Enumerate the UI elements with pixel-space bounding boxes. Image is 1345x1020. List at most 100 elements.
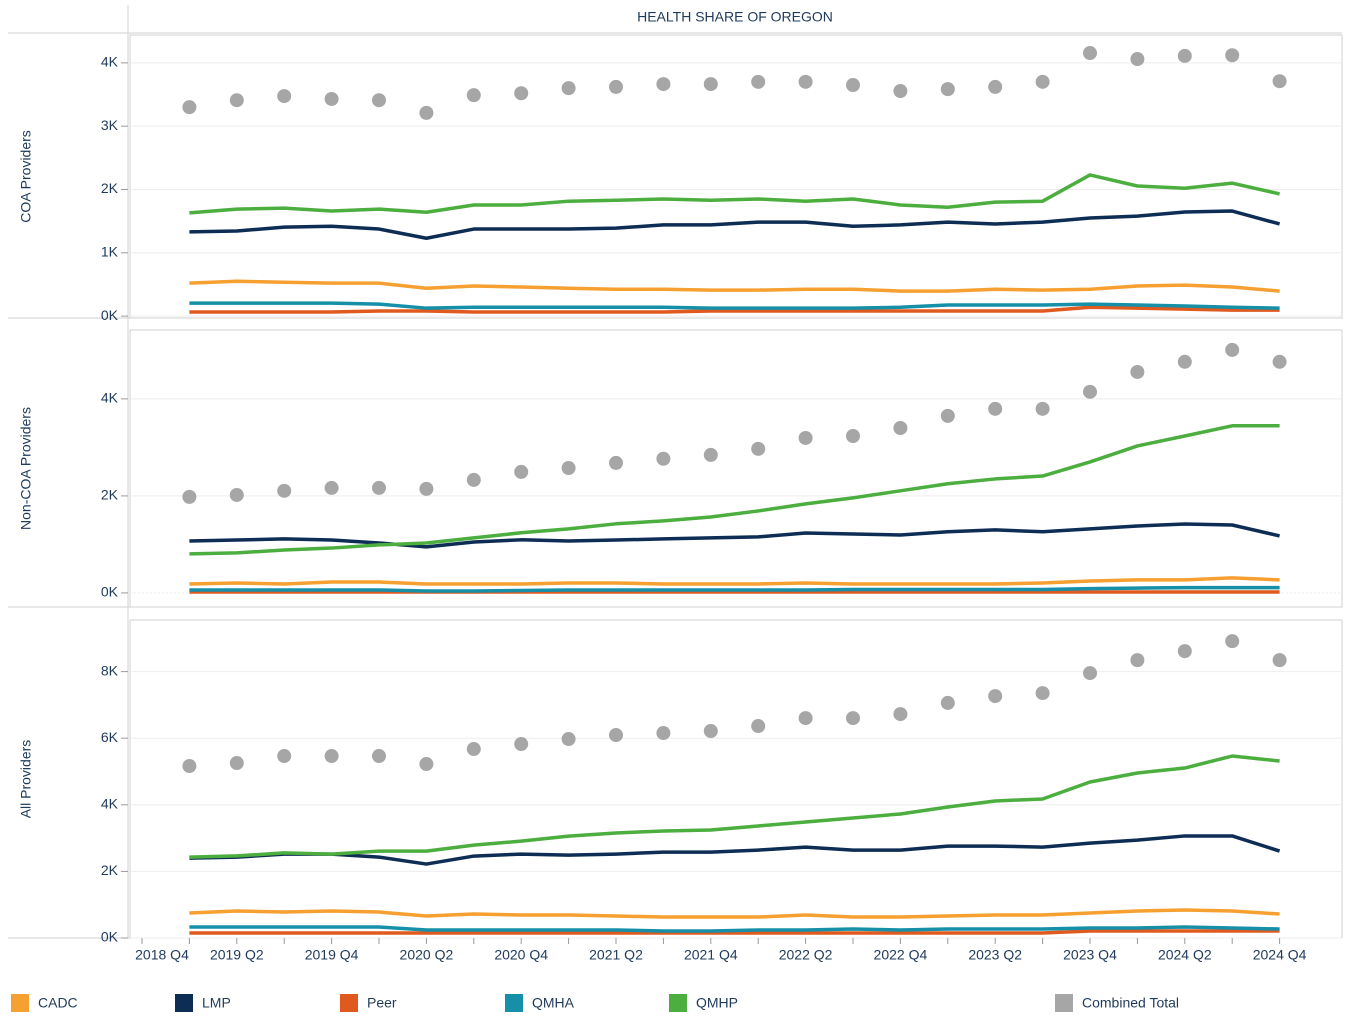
legend-swatch: [669, 994, 687, 1012]
data-point: [609, 455, 623, 470]
x-tick-label: 2022 Q4: [874, 947, 928, 963]
data-point: [372, 480, 386, 495]
y-tick-label: 3K: [101, 117, 119, 133]
data-point: [229, 93, 244, 108]
chart-title: HEALTH SHARE OF OREGON: [637, 9, 833, 25]
data-point: [1272, 74, 1287, 89]
y-tick-label: 8K: [101, 662, 119, 678]
series-line: [189, 576, 1280, 586]
x-tick-label: 2024 Q4: [1253, 947, 1307, 963]
y-tick-label: 2K: [101, 180, 119, 196]
data-point: [798, 430, 813, 445]
data-point: [561, 732, 576, 747]
y-axis-title: All Providers: [18, 740, 34, 819]
data-point: [703, 77, 718, 92]
y-axis-title: COA Providers: [18, 130, 34, 223]
data-point: [940, 408, 955, 423]
legend-swatch: [11, 994, 29, 1012]
series-line: [189, 908, 1280, 919]
data-point: [277, 749, 292, 764]
legend-item[interactable]: QMHA: [505, 994, 575, 1012]
data-point: [514, 737, 529, 752]
legend-item[interactable]: Combined Total: [1055, 994, 1179, 1012]
data-point: [514, 86, 529, 101]
data-point: [798, 74, 813, 89]
legend-item[interactable]: Peer: [340, 994, 397, 1012]
series-line: [189, 522, 1280, 549]
data-point: [798, 711, 813, 726]
y-tick-label: 2K: [101, 487, 119, 503]
series-line: [189, 929, 1280, 935]
data-point: [703, 447, 718, 462]
data-point: [1225, 342, 1240, 357]
data-point: [182, 489, 197, 504]
series-line: [189, 305, 1280, 314]
data-point: [466, 472, 481, 487]
data-point: [1130, 653, 1145, 668]
data-point: [324, 91, 339, 106]
data-point: [372, 93, 386, 108]
data-point: [514, 464, 529, 479]
legend-label: Peer: [367, 995, 397, 1011]
x-tick-label: 2019 Q4: [305, 947, 359, 963]
data-point: [182, 759, 197, 774]
legend-label: LMP: [202, 995, 231, 1011]
data-point: [656, 726, 671, 741]
data-point: [893, 707, 908, 722]
data-point: [609, 79, 623, 94]
legend-swatch: [175, 994, 193, 1012]
data-point: [656, 77, 671, 92]
panel-frame: [129, 34, 1343, 319]
data-point: [988, 79, 1003, 94]
data-point: [1083, 666, 1097, 681]
data-point: [1225, 634, 1240, 649]
data-point: [703, 724, 718, 739]
y-tick-label: 0K: [101, 307, 119, 323]
legend-swatch: [1055, 994, 1073, 1012]
x-tick-label: 2024 Q2: [1158, 947, 1212, 963]
legend-label: QMHA: [532, 995, 575, 1011]
data-point: [846, 428, 860, 443]
data-point: [324, 749, 339, 764]
series-line: [189, 585, 1280, 593]
series-line: [189, 209, 1281, 240]
data-point: [893, 420, 908, 435]
data-point: [940, 82, 955, 97]
data-point: [1177, 48, 1192, 63]
data-point: [988, 689, 1003, 704]
legend-item[interactable]: CADC: [11, 994, 78, 1012]
data-point: [561, 81, 576, 96]
data-point: [419, 105, 434, 120]
data-point: [419, 757, 434, 772]
legend-item[interactable]: QMHP: [669, 994, 738, 1012]
data-point: [466, 742, 481, 757]
y-tick-label: 4K: [101, 390, 119, 406]
data-point: [1035, 686, 1050, 701]
x-tick-label: 2023 Q2: [968, 947, 1022, 963]
legend-swatch: [505, 994, 523, 1012]
data-point: [1272, 653, 1287, 668]
data-point: [846, 78, 860, 93]
legend-item[interactable]: LMP: [175, 994, 231, 1012]
data-point: [751, 74, 766, 89]
data-point: [893, 84, 908, 99]
y-tick-label: 0K: [101, 584, 119, 600]
legend-label: QMHP: [696, 995, 738, 1011]
series-line: [189, 834, 1281, 866]
series-line: [189, 754, 1280, 859]
data-point: [419, 481, 434, 496]
y-tick-label: 6K: [101, 729, 119, 745]
y-tick-label: 4K: [101, 796, 119, 812]
panel-frame: [129, 329, 1343, 608]
y-axis-title: Non-COA Providers: [18, 407, 34, 530]
data-point: [1035, 74, 1050, 89]
legend-label: Combined Total: [1082, 995, 1179, 1011]
data-point: [1177, 644, 1192, 659]
data-point: [751, 441, 766, 456]
legend-label: CADC: [38, 995, 78, 1011]
data-point: [1130, 364, 1145, 379]
data-point: [182, 100, 197, 115]
data-point: [988, 401, 1003, 416]
